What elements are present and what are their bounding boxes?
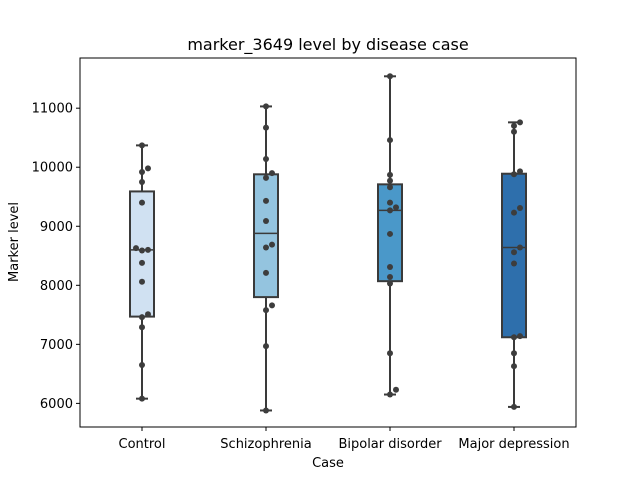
data-point xyxy=(139,324,145,331)
y-axis: 6000 7000 8000 9000 10000 11000 xyxy=(32,102,80,412)
data-point xyxy=(145,311,151,318)
data-point xyxy=(387,137,393,144)
chart-title: marker_3649 level by disease case xyxy=(187,35,468,55)
data-point xyxy=(263,407,269,414)
y-tick-label: 10000 xyxy=(32,161,73,176)
data-point xyxy=(387,350,393,357)
y-axis-label: Marker level xyxy=(7,202,22,282)
x-tick-label: Major depression xyxy=(458,437,569,452)
data-point xyxy=(511,350,517,357)
data-point xyxy=(263,197,269,204)
data-point xyxy=(517,119,523,126)
data-point xyxy=(145,165,151,172)
y-tick-label: 9000 xyxy=(40,220,73,235)
data-point xyxy=(387,171,393,178)
data-point xyxy=(139,247,145,254)
data-point xyxy=(517,333,523,340)
data-point xyxy=(393,386,399,393)
data-point xyxy=(511,128,517,135)
data-point xyxy=(145,246,151,253)
data-point xyxy=(139,199,145,206)
box-iqr xyxy=(253,173,279,299)
data-point xyxy=(387,391,393,398)
data-point xyxy=(263,343,269,350)
data-point xyxy=(511,260,517,267)
data-point xyxy=(139,314,145,321)
data-point xyxy=(269,302,275,309)
x-axis-label: Case xyxy=(312,456,344,471)
y-tick-label: 11000 xyxy=(32,102,73,117)
box-group xyxy=(129,144,155,400)
data-point xyxy=(263,307,269,314)
data-point xyxy=(139,278,145,285)
data-point xyxy=(139,142,145,149)
data-point xyxy=(139,259,145,266)
data-point xyxy=(263,103,269,110)
data-point xyxy=(139,395,145,402)
x-tick-label: Control xyxy=(119,437,166,452)
data-point xyxy=(387,230,393,237)
data-point xyxy=(511,334,517,341)
data-point xyxy=(511,403,517,410)
data-point xyxy=(517,244,523,251)
data-point xyxy=(387,199,393,206)
data-point xyxy=(387,207,393,214)
y-tick-label: 6000 xyxy=(40,397,73,412)
y-tick-label: 7000 xyxy=(40,338,73,353)
data-point xyxy=(511,249,517,256)
plot-area xyxy=(129,73,527,414)
data-point xyxy=(263,124,269,131)
data-point xyxy=(511,171,517,178)
data-point xyxy=(387,177,393,184)
data-point xyxy=(511,209,517,216)
box-group xyxy=(501,121,527,408)
data-point xyxy=(387,274,393,281)
data-point xyxy=(139,168,145,175)
data-point xyxy=(269,241,275,248)
data-point xyxy=(263,155,269,162)
y-tick-label: 8000 xyxy=(40,279,73,294)
data-point xyxy=(387,184,393,191)
data-point xyxy=(511,363,517,370)
box-iqr xyxy=(129,190,155,318)
box-iqr xyxy=(501,172,527,339)
data-point xyxy=(263,269,269,276)
data-point xyxy=(387,73,393,80)
x-axis: Control Schizophrenia Bipolar disorder Majo… xyxy=(119,427,570,452)
data-point xyxy=(139,362,145,369)
data-point xyxy=(139,178,145,185)
data-point xyxy=(263,244,269,251)
data-point xyxy=(263,174,269,181)
data-point xyxy=(517,168,523,175)
data-point xyxy=(387,280,393,287)
data-point xyxy=(263,217,269,224)
data-point xyxy=(269,170,275,177)
x-tick-label: Bipolar disorder xyxy=(338,437,442,452)
plot-frame xyxy=(79,57,577,428)
x-tick-label: Schizophrenia xyxy=(220,437,311,452)
data-point xyxy=(387,264,393,271)
box-group xyxy=(253,105,279,412)
data-point xyxy=(517,204,523,211)
data-point xyxy=(393,204,399,211)
data-point xyxy=(133,245,139,252)
data-point xyxy=(511,122,517,129)
